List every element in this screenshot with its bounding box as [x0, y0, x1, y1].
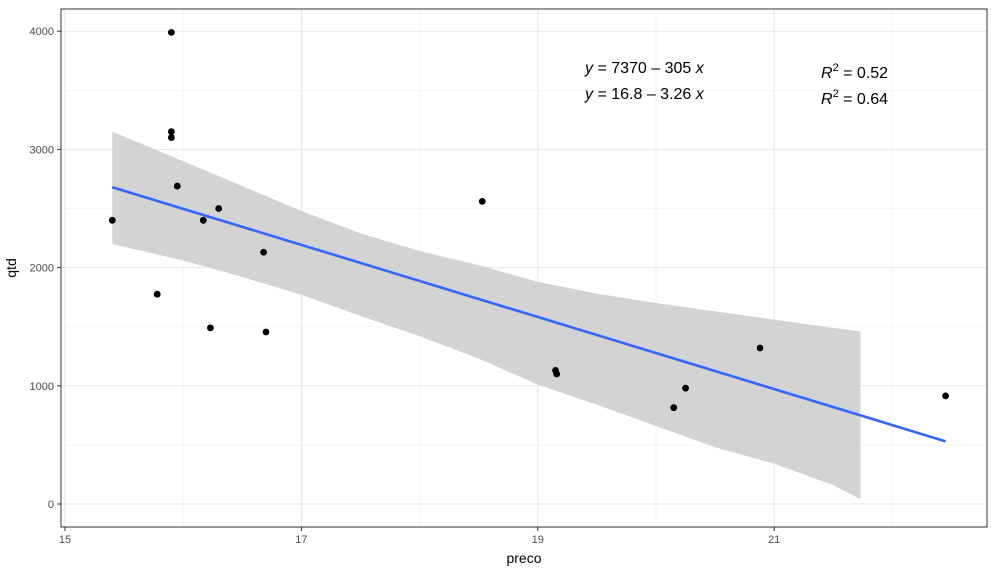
data-point — [670, 404, 678, 412]
data-point — [262, 328, 270, 336]
y-tick-label: 2000 — [30, 263, 54, 275]
eq2-x-var: x — [695, 86, 705, 103]
y-tick-label: 4000 — [30, 26, 54, 38]
fit-line-layer — [111, 185, 946, 443]
y-tick-label: 1000 — [30, 381, 54, 393]
r2-2-sup: 2 — [833, 88, 839, 100]
data-point — [108, 216, 116, 224]
r2-1-var: R — [821, 65, 833, 82]
x-tick-label: 21 — [768, 534, 780, 546]
r2-1-value: = 0.52 — [839, 65, 888, 82]
regression-line — [111, 185, 946, 443]
r2-1-sup: 2 — [833, 62, 839, 74]
data-point — [756, 344, 764, 352]
y-tick-label: 0 — [48, 499, 54, 511]
x-axis-title: preco — [506, 550, 541, 566]
points-layer — [108, 28, 949, 412]
regression-equation-2: y = 16.8 – 3.26 x — [584, 86, 705, 103]
data-point — [199, 216, 207, 224]
x-tick-label: 19 — [532, 534, 544, 546]
data-point — [682, 384, 689, 392]
y-axis-title: qtd — [3, 258, 19, 277]
r2-2-value: = 0.64 — [839, 91, 888, 108]
x-tick-label: 17 — [295, 534, 307, 546]
data-point — [167, 128, 175, 136]
eq1-y-var: y — [584, 60, 594, 77]
r-squared-1: R2 = 0.52 — [821, 62, 888, 82]
data-point — [553, 370, 561, 378]
data-point — [942, 392, 949, 400]
data-point — [478, 198, 486, 205]
r2-2-var: R — [821, 91, 833, 108]
eq2-y-var: y — [584, 86, 594, 103]
regression-equation-1: y = 7370 – 305 x — [584, 60, 705, 77]
data-point — [167, 134, 175, 141]
data-point — [215, 205, 223, 212]
eq1-x-var: x — [695, 60, 705, 77]
data-point — [173, 182, 181, 190]
r-squared-2: R2 = 0.64 — [821, 88, 888, 108]
data-point — [260, 248, 267, 256]
x-tick-label: 15 — [59, 534, 71, 546]
eq2-body: = 16.8 – 3.26 — [593, 86, 696, 103]
data-point — [206, 324, 214, 332]
data-point — [153, 290, 161, 298]
eq1-body: = 7370 – 305 — [593, 60, 696, 77]
data-point — [167, 28, 175, 36]
y-tick-label: 3000 — [30, 144, 54, 156]
axes: 15 17 19 21 0 1000 2000 3000 4000 — [30, 26, 781, 546]
